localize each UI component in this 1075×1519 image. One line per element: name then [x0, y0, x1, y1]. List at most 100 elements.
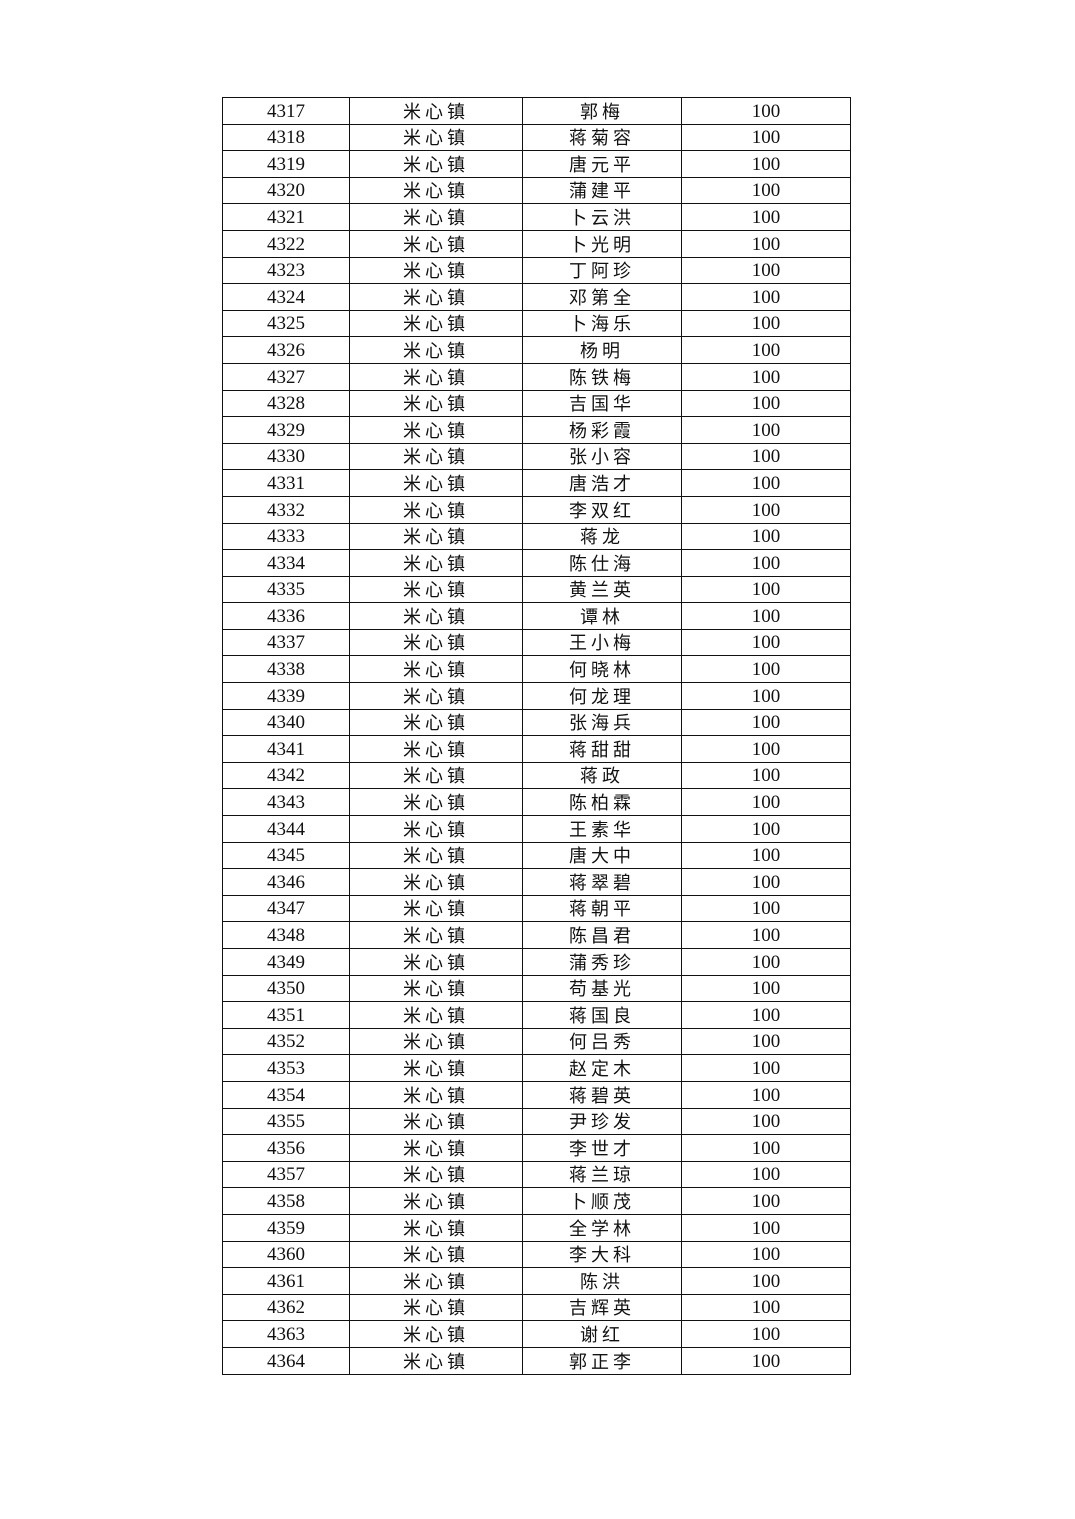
table-row: 4353 米心镇 赵定木 100 [222, 1054, 851, 1082]
amount-cell: 100 [681, 549, 851, 577]
table-row: 4337 米心镇 王小梅 100 [222, 628, 851, 657]
table-row: 4349 米心镇 蒲秀珍 100 [222, 948, 851, 976]
table-row: 4322 米心镇 卜光明 100 [222, 229, 851, 258]
table-row: 4340 米心镇 张海兵 100 [222, 708, 851, 737]
amount-cell: 100 [681, 1107, 851, 1136]
town-cell: 米心镇 [349, 1267, 523, 1295]
town-cell: 米心镇 [349, 469, 523, 497]
table-row: 4351 米心镇 蒋国良 100 [222, 1001, 851, 1029]
row-number-cell: 4323 [222, 256, 350, 285]
town-cell: 米心镇 [349, 1346, 523, 1375]
name-cell: 何吕秀 [522, 1027, 682, 1056]
name-cell: 杨明 [522, 336, 682, 364]
row-number-cell: 4357 [222, 1160, 350, 1189]
row-number-cell: 4346 [222, 868, 350, 896]
amount-cell: 100 [681, 1213, 851, 1242]
name-cell: 邓第全 [522, 283, 682, 311]
row-number-cell: 4332 [222, 495, 350, 524]
town-cell: 米心镇 [349, 575, 523, 604]
table-row: 4321 米心镇 卜云洪 100 [222, 203, 851, 231]
amount-cell: 100 [681, 1054, 851, 1082]
town-cell: 米心镇 [349, 389, 523, 418]
town-cell: 米心镇 [349, 1134, 523, 1162]
row-number-cell: 4319 [222, 150, 350, 178]
name-cell: 蒋翠碧 [522, 868, 682, 896]
name-cell: 蒋甜甜 [522, 735, 682, 763]
name-cell: 陈洪 [522, 1267, 682, 1295]
row-number-cell: 4320 [222, 176, 350, 205]
name-cell: 杨彩霞 [522, 416, 682, 444]
table-row: 4361 米心镇 陈洪 100 [222, 1267, 851, 1295]
table-body: 4317 米心镇 郭梅 100 4318 米心镇 蒋菊容 100 4319 米心镇 唐元平 100 43… [222, 97, 851, 1375]
row-number-cell: 4364 [222, 1346, 350, 1375]
name-cell: 陈仕海 [522, 549, 682, 577]
amount-cell: 100 [681, 176, 851, 205]
table-row: 4356 米心镇 李世才 100 [222, 1134, 851, 1162]
amount-cell: 100 [681, 682, 851, 710]
town-cell: 米心镇 [349, 522, 523, 551]
row-number-cell: 4324 [222, 283, 350, 311]
table-row: 4343 米心镇 陈柏霖 100 [222, 788, 851, 817]
table-row: 4339 米心镇 何龙理 100 [222, 682, 851, 710]
amount-cell: 100 [681, 1320, 851, 1348]
row-number-cell: 4336 [222, 602, 350, 630]
row-number-cell: 4328 [222, 389, 350, 418]
town-cell: 米心镇 [349, 708, 523, 737]
town-cell: 米心镇 [349, 1187, 523, 1215]
row-number-cell: 4318 [222, 123, 350, 152]
row-number-cell: 4327 [222, 362, 350, 391]
table-row: 4338 米心镇 何晓林 100 [222, 655, 851, 684]
amount-cell: 100 [681, 948, 851, 976]
table-row: 4323 米心镇 丁阿珍 100 [222, 256, 851, 285]
table-row: 4331 米心镇 唐浩才 100 [222, 469, 851, 497]
name-cell: 唐浩才 [522, 469, 682, 497]
name-cell: 郭正李 [522, 1346, 682, 1375]
table-row: 4330 米心镇 张小容 100 [222, 442, 851, 471]
town-cell: 米心镇 [349, 229, 523, 258]
town-cell: 米心镇 [349, 1107, 523, 1136]
name-cell: 郭梅 [522, 97, 682, 125]
row-number-cell: 4343 [222, 788, 350, 817]
amount-cell: 100 [681, 1293, 851, 1322]
row-number-cell: 4352 [222, 1027, 350, 1056]
town-cell: 米心镇 [349, 1001, 523, 1029]
amount-cell: 100 [681, 974, 851, 1003]
name-cell: 蒲建平 [522, 176, 682, 205]
amount-cell: 100 [681, 362, 851, 391]
amount-cell: 100 [681, 868, 851, 896]
town-cell: 米心镇 [349, 256, 523, 285]
amount-cell: 100 [681, 1027, 851, 1056]
table-row: 4333 米心镇 蒋龙 100 [222, 522, 851, 551]
amount-cell: 100 [681, 575, 851, 604]
amount-cell: 100 [681, 309, 851, 338]
amount-cell: 100 [681, 469, 851, 497]
name-cell: 全学林 [522, 1213, 682, 1242]
town-cell: 米心镇 [349, 682, 523, 710]
name-cell: 卜光明 [522, 229, 682, 258]
row-number-cell: 4350 [222, 974, 350, 1003]
town-cell: 米心镇 [349, 602, 523, 630]
amount-cell: 100 [681, 815, 851, 843]
town-cell: 米心镇 [349, 203, 523, 231]
town-cell: 米心镇 [349, 150, 523, 178]
table-row: 4336 米心镇 谭林 100 [222, 602, 851, 630]
table-row: 4335 米心镇 黄兰英 100 [222, 575, 851, 604]
table-row: 4329 米心镇 杨彩霞 100 [222, 416, 851, 444]
row-number-cell: 4344 [222, 815, 350, 843]
town-cell: 米心镇 [349, 1320, 523, 1348]
town-cell: 米心镇 [349, 948, 523, 976]
row-number-cell: 4354 [222, 1080, 350, 1109]
name-cell: 张海兵 [522, 708, 682, 737]
row-number-cell: 4359 [222, 1213, 350, 1242]
amount-cell: 100 [681, 283, 851, 311]
town-cell: 米心镇 [349, 974, 523, 1003]
row-number-cell: 4339 [222, 682, 350, 710]
table-row: 4363 米心镇 谢红 100 [222, 1320, 851, 1348]
amount-cell: 100 [681, 522, 851, 551]
row-number-cell: 4358 [222, 1187, 350, 1215]
name-cell: 吉辉英 [522, 1293, 682, 1322]
table-row: 4320 米心镇 蒲建平 100 [222, 176, 851, 205]
table-row: 4319 米心镇 唐元平 100 [222, 150, 851, 178]
table-row: 4347 米心镇 蒋朝平 100 [222, 894, 851, 923]
table-row: 4325 米心镇 卜海乐 100 [222, 309, 851, 338]
